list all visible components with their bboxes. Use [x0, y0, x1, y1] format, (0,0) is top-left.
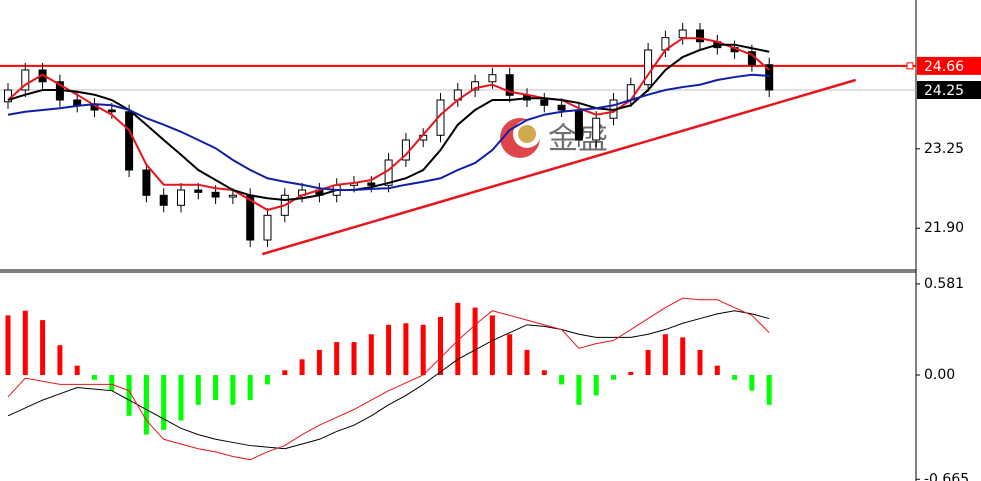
candle-body [644, 49, 653, 86]
macd-bar [230, 375, 236, 405]
macd-bar [299, 359, 305, 376]
macd-bar [316, 349, 322, 376]
watermark: 金盛 [500, 118, 608, 158]
macd-bar [5, 315, 11, 376]
candle-body [574, 109, 583, 141]
macd-bar [334, 342, 340, 376]
macd-bar [403, 323, 409, 376]
macd-bar [438, 316, 443, 376]
macd-bar [57, 345, 63, 376]
y-tick-label: 23.25 [924, 141, 964, 157]
macd-bar [282, 370, 288, 376]
price-label: 24.25 [924, 83, 964, 99]
macd-bar [576, 375, 582, 405]
macd-bar [489, 315, 495, 376]
candle-body [228, 194, 237, 198]
macd-bar [611, 375, 616, 380]
candle-body [557, 104, 566, 111]
candle-body [107, 109, 116, 113]
price-label: 24.66 [924, 59, 964, 75]
indicator-line [7, 297, 770, 461]
macd-bar [524, 349, 530, 376]
macd-bar [541, 370, 547, 376]
macd-bar [386, 324, 392, 376]
macd-bar [420, 324, 426, 376]
candle-body [263, 214, 272, 241]
macd-bar [74, 365, 80, 376]
candle-body [194, 189, 203, 193]
macd-bar [92, 375, 97, 380]
watermark-logo [518, 125, 536, 143]
macd-bar [714, 365, 720, 376]
candle-body [765, 64, 774, 91]
macd-bar [455, 302, 461, 376]
y-tick-label: -0.665 [924, 471, 969, 481]
macd-bar [178, 375, 184, 421]
macd-bar [195, 375, 201, 405]
candle-body [592, 117, 601, 141]
candle-body [488, 74, 497, 83]
candle-body [142, 169, 151, 196]
macd-bar [247, 375, 253, 401]
y-tick-label: 0.00 [924, 367, 955, 383]
macd-bar [680, 337, 686, 376]
macd-bar [22, 310, 28, 376]
macd-bar [143, 375, 149, 435]
macd-bar [697, 349, 703, 376]
macd-bar [766, 375, 772, 405]
macd-bar [109, 375, 115, 391]
candle-body [211, 191, 220, 198]
indicator-line [7, 310, 770, 450]
macd-bar [161, 375, 167, 430]
indicator-line [7, 43, 770, 202]
candle-body [73, 99, 82, 106]
macd-bar [213, 375, 219, 401]
macd-bar [265, 375, 270, 385]
macd-bar [507, 334, 513, 376]
indicator-line [7, 37, 770, 212]
candle-body [540, 99, 549, 106]
macd-bar [628, 371, 634, 376]
macd-bar [593, 375, 599, 396]
candle-body [159, 194, 168, 206]
macd-bar [559, 375, 565, 385]
y-tick-label: 0.581 [924, 276, 964, 292]
macd-bar [732, 375, 738, 380]
candle-body [125, 111, 134, 171]
macd-bar [351, 342, 357, 376]
price-line-marker [906, 62, 914, 70]
macd-bar [368, 334, 374, 376]
candle-body [177, 189, 185, 206]
price-label-box [917, 56, 981, 75]
candle-body [696, 29, 704, 43]
y-tick-label: 21.90 [924, 220, 964, 236]
indicator-line [7, 73, 770, 191]
candle-body [505, 74, 514, 96]
candle-body [471, 81, 480, 91]
macd-bar [472, 307, 478, 376]
macd-bar [126, 375, 132, 416]
candle-body [21, 69, 30, 91]
price-label-box [917, 81, 981, 99]
trendline [261, 78, 857, 256]
candle-body [367, 182, 376, 186]
macd-bar [749, 375, 755, 391]
macd-bar [40, 320, 46, 376]
candle-body [678, 29, 687, 39]
macd-bar [662, 334, 668, 376]
macd-bar [645, 349, 651, 376]
